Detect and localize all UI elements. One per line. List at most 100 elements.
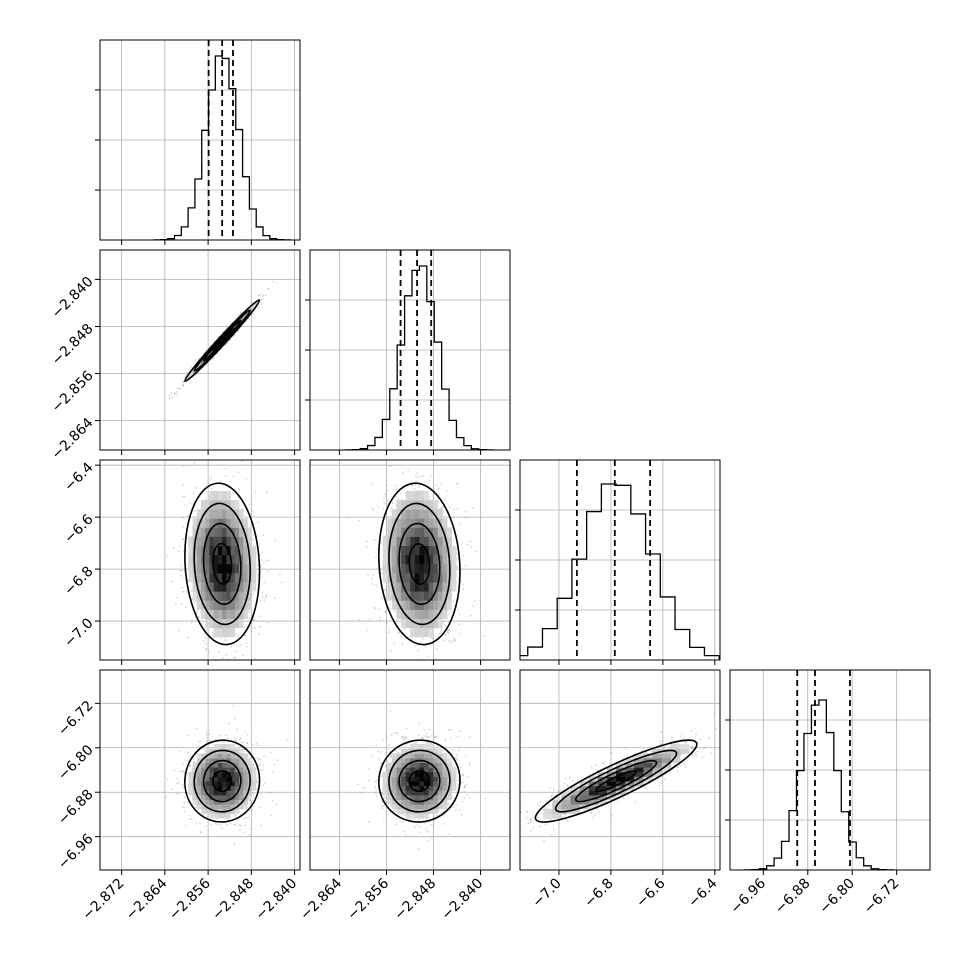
scatter-point [462,583,465,586]
scatter-point [181,516,184,519]
scatter-point [347,516,350,519]
scatter-point [216,823,219,826]
density-cell [243,536,248,546]
density-cell [419,627,425,638]
scatter-point [174,602,177,605]
density-cell [414,491,420,501]
scatter-point [256,744,259,746]
density-cell [419,536,425,546]
scatter-point [460,766,462,769]
scatter-point [235,739,238,742]
density-cell [405,582,411,592]
density-cell [405,491,411,501]
density-cell [428,500,434,510]
density-cell [226,781,231,787]
density-cell [201,758,206,763]
density-cell [401,554,407,565]
scatter-point [393,809,396,812]
scatter-point [402,737,405,740]
density-cell [405,600,411,610]
scatter-point [232,704,235,707]
scatter-point [244,634,247,637]
panel-2-0 [100,460,300,660]
density-cell [188,545,193,556]
density-cell [234,618,240,629]
density-cell [239,609,244,619]
scatter-point [389,465,392,468]
histogram-2 [520,483,720,660]
scatter-point [266,287,269,290]
contour-0 [212,770,233,793]
scatter-point [248,503,251,505]
density-cell [217,491,223,501]
density-cell [239,785,244,791]
density-cell [222,591,227,601]
density-cell [209,491,215,501]
scatter-point [428,742,431,744]
density-cell [213,795,219,800]
contour-2 [193,749,251,813]
scatter-point [383,502,386,505]
scatter-point [204,637,207,640]
scatter-point [463,791,466,793]
scatter-point [395,823,398,826]
scatter-point [374,607,377,610]
density-cell [230,776,236,782]
density-cell [230,762,236,768]
density-cell [217,500,223,510]
scatter-point [252,619,255,622]
density-cell [205,573,210,583]
scatter-point [456,566,458,568]
density-cell [213,554,219,565]
density-cell [222,518,227,528]
density-cell [222,563,227,574]
density-cell [433,554,439,565]
density-cell [419,509,425,519]
density-cell [414,500,420,510]
scatter-point [444,739,447,742]
density-cell [222,573,227,583]
scatter-point [430,636,433,639]
density-cell [437,618,443,629]
density-cell [405,573,411,583]
scatter-point [226,639,228,642]
density-cell [251,771,257,777]
scatter-point [262,534,265,537]
density-cell [196,582,202,592]
density-cell [217,554,223,565]
density-cell [213,582,219,592]
density-cell [230,618,236,629]
scatter-point [179,570,182,573]
scatter-point [218,651,220,653]
scatter-point [451,806,453,809]
density-cell [209,781,215,787]
density-cell [396,500,402,510]
density-cell [433,500,439,510]
scatter-point [392,810,395,812]
density-cell [433,509,439,519]
scatter-point [260,564,263,567]
density-cell [446,545,452,556]
density-cell [405,563,411,574]
scatter-point [452,517,454,519]
scatter-point [260,298,263,301]
scatter-point [262,294,265,297]
scatter-point [423,735,426,737]
density-cell [226,790,231,796]
scatter-point [452,640,454,643]
density-cell [213,536,219,546]
density-cell [201,799,206,805]
density-cell [209,618,215,629]
density-cell [222,790,227,796]
density-cell [424,600,429,610]
scatter-point [374,793,377,795]
density-cell [247,758,253,763]
density-cell [230,518,236,528]
scatter-point [286,739,289,742]
scatter-point [263,561,265,563]
density-cell [230,753,236,759]
density-cell [230,758,236,763]
density-cell [382,536,388,546]
density-cell [382,573,388,583]
scatter-point [182,381,184,384]
